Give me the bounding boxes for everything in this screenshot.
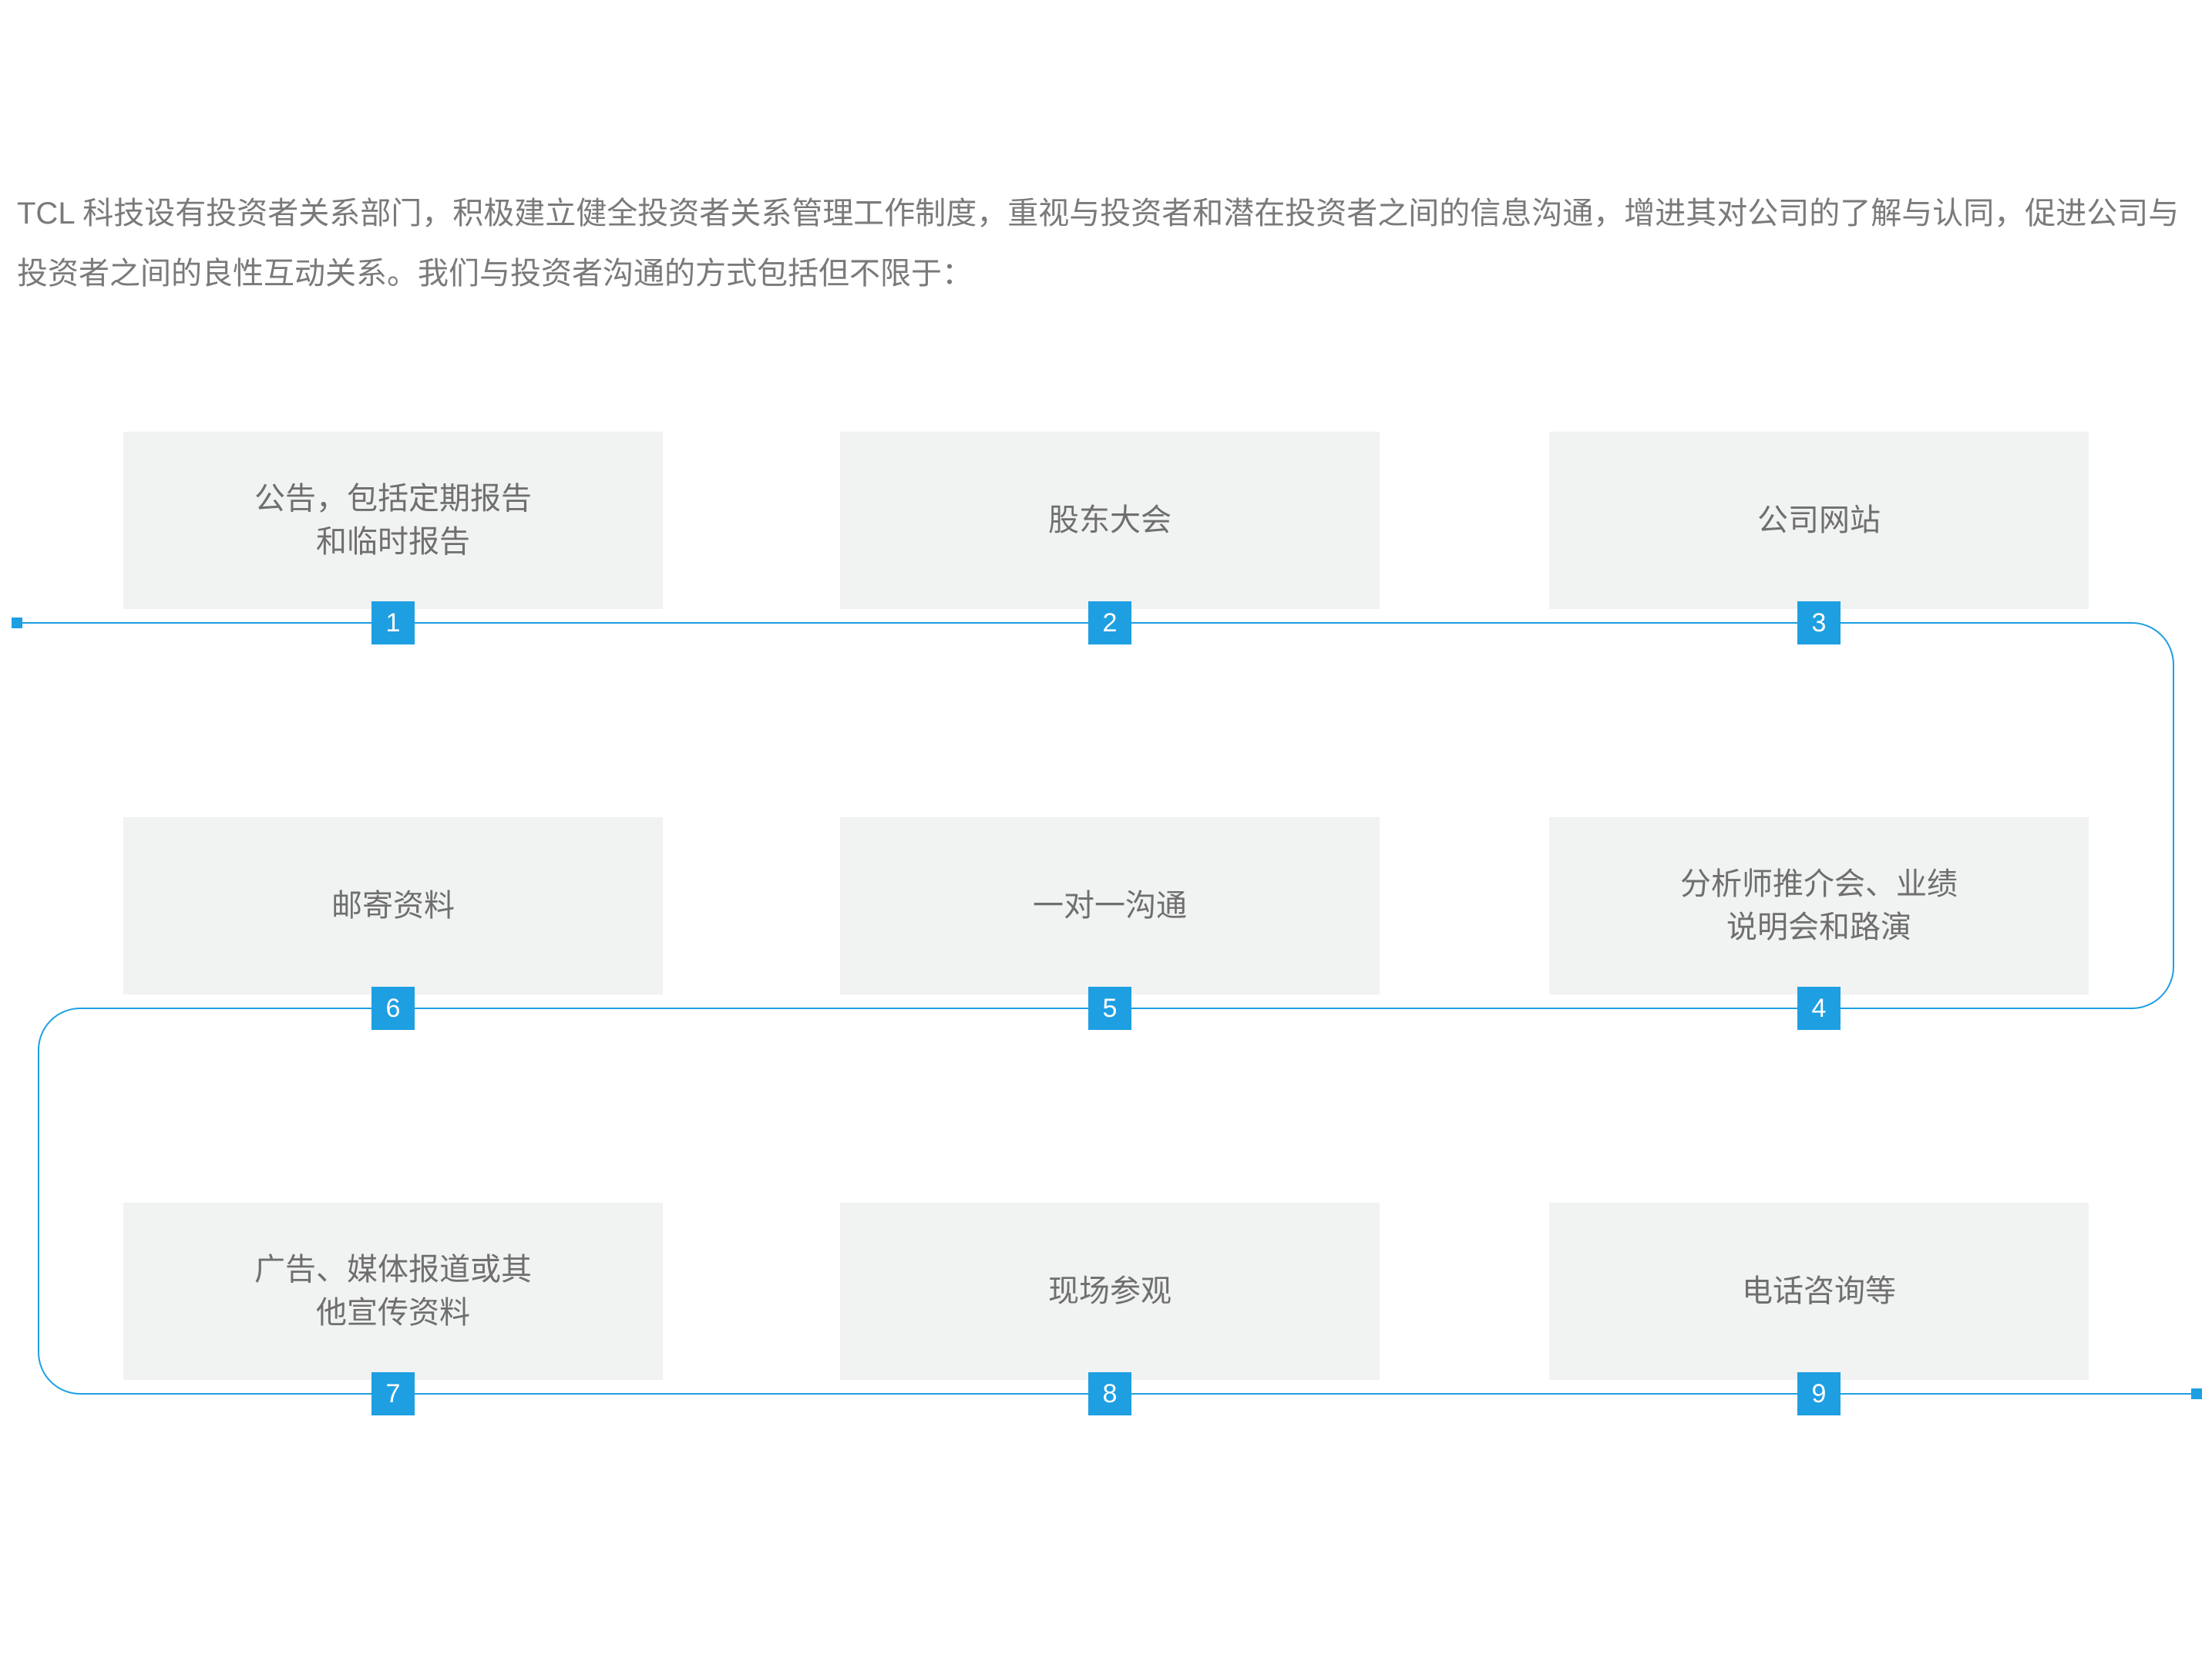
method-card-label: 邮寄资料: [331, 884, 455, 927]
method-card-1: 公告，包括定期报告 和临时报告: [123, 432, 663, 609]
method-badge-6: 6: [371, 987, 415, 1030]
method-card-label: 广告、媒体报道或其 他宣传资料: [254, 1248, 532, 1334]
method-card-label: 现场参观: [1048, 1270, 1172, 1313]
method-card-9: 电话咨询等: [1549, 1203, 2089, 1380]
method-card-3: 公司网站: [1549, 432, 2089, 609]
method-badge-7: 7: [371, 1372, 415, 1415]
method-card-label: 一对一沟通: [1033, 884, 1187, 927]
page-root: TCL 科技设有投资者关系部门，积极建立健全投资者关系管理工作制度，重视与投资者…: [0, 0, 2212, 1659]
method-badge-3: 3: [1797, 601, 1841, 644]
method-card-5: 一对一沟通: [840, 817, 1380, 994]
method-card-2: 股东大会: [840, 432, 1380, 609]
method-card-label: 公司网站: [1757, 499, 1881, 542]
method-badge-1: 1: [371, 601, 415, 644]
connector-endcap-end: [2191, 1388, 2202, 1399]
method-card-8: 现场参观: [840, 1203, 1380, 1380]
method-card-label: 分析师推介会、业绩 说明会和路演: [1680, 863, 1958, 949]
method-badge-2: 2: [1088, 601, 1131, 644]
method-card-7: 广告、媒体报道或其 他宣传资料: [123, 1203, 663, 1380]
method-card-label: 电话咨询等: [1742, 1270, 1896, 1313]
method-badge-8: 8: [1088, 1372, 1131, 1415]
method-card-label: 公告，包括定期报告 和临时报告: [254, 477, 532, 564]
method-badge-9: 9: [1797, 1372, 1841, 1415]
method-card-4: 分析师推介会、业绩 说明会和路演: [1549, 817, 2089, 994]
intro-paragraph: TCL 科技设有投资者关系部门，积极建立健全投资者关系管理工作制度，重视与投资者…: [17, 183, 2198, 304]
method-badge-5: 5: [1088, 987, 1131, 1030]
method-card-6: 邮寄资料: [123, 817, 663, 994]
method-badge-4: 4: [1797, 987, 1841, 1030]
connector-endcap-start: [12, 617, 22, 628]
method-card-label: 股东大会: [1048, 499, 1172, 542]
